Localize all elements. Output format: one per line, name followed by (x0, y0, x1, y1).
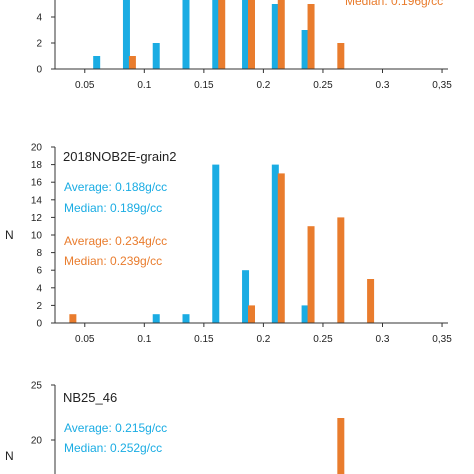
chart-3-annotation-1: Average: 0.215g/cc (64, 421, 167, 435)
chart-1-annotation-1: Median: 0.196g/cc (345, 0, 443, 8)
chart-2-y-tick-label-5: 8 (36, 248, 42, 259)
chart-2-blue-bar-3 (212, 164, 220, 323)
chart-3-title: NB25_46 (63, 390, 117, 405)
chart-2-y-tick-label-2: 2 (36, 301, 42, 312)
chart-1-orange-bar-5 (307, 4, 315, 69)
chart-2-orange-bar-6 (367, 279, 375, 323)
chart-3-orange-bar-1 (337, 418, 345, 474)
chart-2-y-axis-label: N (5, 228, 14, 242)
chart-1-x-tick-label-3: 0.15 (194, 80, 214, 91)
chart-1-x-tick-label-1: 0.05 (75, 80, 95, 91)
chart-3-y-tick-label-3: 25 (31, 381, 43, 392)
chart-2-x-tick-label-5: 0.25 (313, 334, 333, 345)
chart-2-y-tick-label-6: 10 (31, 231, 43, 242)
chart-2-y-tick-label-8: 14 (31, 195, 43, 206)
chart-2-y-tick-label-7: 12 (31, 213, 43, 224)
chart-3-y-tick-label-2: 20 (31, 436, 43, 447)
chart-1-x-tick-label-4: 0.2 (256, 80, 270, 91)
chart-2-x-tick-label-3: 0.15 (194, 334, 214, 345)
chart-2-y-tick-label-1: 0 (36, 319, 42, 330)
chart-2-x-tick-label-7: 0,35 (432, 334, 452, 345)
chart-2-annotation-4: Median: 0.239g/cc (64, 254, 162, 268)
chart-1-orange-bar-3 (248, 0, 255, 69)
chart-1-orange-bar-2 (218, 0, 226, 69)
chart-1-blue-bar-8 (301, 30, 309, 69)
chart-2-y-tick-label-10: 18 (31, 160, 43, 171)
chart-2-x-tick-label-2: 0.1 (137, 334, 151, 345)
chart-1-x-tick-label-7: 0,35 (432, 80, 452, 91)
chart-1-x-tick-label-2: 0.1 (137, 80, 151, 91)
chart-2-blue-bar-1 (152, 314, 160, 323)
chart-2-y-tick-label-11: 20 (31, 143, 43, 154)
chart-2-orange-bar-5 (337, 217, 345, 323)
chart-2-y-tick-label-4: 6 (36, 266, 42, 277)
chart-2-x-tick-label-4: 0.2 (256, 334, 270, 345)
chart-2-annotation-1: Average: 0.188g/cc (64, 180, 167, 194)
chart-2-orange-bar-4 (307, 226, 315, 323)
chart-2-orange-bar-3 (277, 173, 285, 323)
chart-2-x-tick-label-6: 0.3 (376, 334, 390, 345)
chart-2-title: 2018NOB2E-grain2 (63, 149, 176, 164)
chart-2-y-tick-label-9: 16 (31, 178, 43, 189)
chart-2-blue-bar-5 (271, 164, 279, 323)
chart-2-blue-bar-6 (301, 305, 309, 323)
chart-1-y-tick-label-2: 2 (36, 39, 42, 50)
chart-1-x-tick-label-6: 0.3 (376, 80, 390, 91)
chart-3-y-axis-label: N (5, 449, 14, 463)
chart-1-orange-bar-6 (337, 43, 345, 69)
chart-1-blue-bar-4 (182, 0, 190, 69)
chart-1-blue-bar-5 (212, 0, 220, 69)
chart-1-y-tick-label-1: 0 (36, 65, 42, 76)
chart-2-orange-bar-1 (69, 314, 77, 323)
chart-1-blue-bar-3 (152, 43, 160, 69)
chart-1-blue-bar-6 (242, 0, 250, 69)
chart-1-blue-bar-1 (93, 56, 101, 69)
chart-3-annotation-2: Median: 0.252g/cc (64, 441, 162, 455)
chart-1-blue-bar-7 (271, 4, 279, 69)
chart-1-blue-bar-2 (122, 0, 130, 69)
chart-1-x-tick-label-5: 0.25 (313, 80, 333, 91)
chart-2-y-tick-label-3: 4 (36, 283, 42, 294)
chart-2-blue-bar-4 (242, 270, 250, 323)
chart-2-x-tick-label-1: 0.05 (75, 334, 95, 345)
chart-2-orange-bar-2 (248, 305, 255, 323)
chart-2-blue-bar-2 (182, 314, 190, 323)
chart-1-y-tick-label-3: 4 (36, 13, 42, 24)
chart-1-orange-bar-4 (277, 0, 285, 69)
chart-1-orange-bar-1 (128, 56, 136, 69)
chart-2-annotation-2: Median: 0.189g/cc (64, 201, 162, 215)
chart-2-annotation-3: Average: 0.234g/cc (64, 234, 167, 248)
